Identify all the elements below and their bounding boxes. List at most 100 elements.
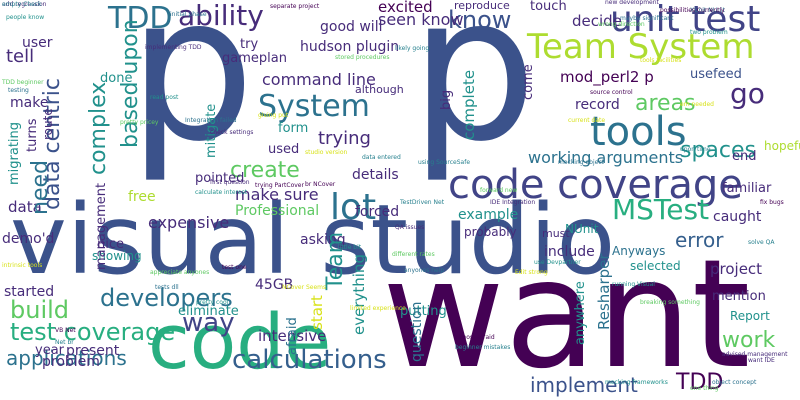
small-word: XUnit NUnit	[690, 7, 725, 14]
small-word: forward new	[480, 187, 518, 194]
word-mstest: MSTest	[612, 193, 710, 226]
word-trying: trying	[318, 128, 371, 149]
word-user: user	[22, 35, 53, 51]
word-year: year	[35, 343, 65, 358]
word-must: must	[542, 227, 570, 240]
word-anywhere: anywhere	[573, 281, 588, 345]
small-word: new development	[605, 0, 659, 6]
word-go: go	[730, 77, 765, 110]
word-anyways: Anyways	[612, 244, 666, 258]
word-tell: tell	[6, 46, 35, 67]
word-decide: decide	[572, 12, 622, 30]
word-professional: Professional	[235, 203, 320, 219]
word-selected: selected	[630, 259, 681, 273]
small-word: separate project	[270, 3, 320, 10]
word-example: example	[458, 207, 519, 223]
small-word: tools facilities	[640, 57, 682, 64]
small-word: add regression	[2, 1, 47, 8]
small-word: source control	[590, 89, 633, 96]
small-word: check settings	[210, 129, 254, 136]
small-word: VB Net	[55, 327, 76, 334]
small-word: stored procedures	[335, 54, 390, 61]
word-based-upon: based upon	[118, 19, 143, 148]
word-eliminate: eliminate	[178, 304, 239, 319]
word-asking: asking	[300, 232, 346, 248]
word-developers: developers	[100, 284, 233, 312]
word-build: build	[10, 296, 70, 324]
word-free: free	[128, 189, 156, 205]
word-try: try	[240, 37, 259, 52]
small-word: implementing TDD	[145, 44, 202, 51]
small-word: running Visual	[612, 281, 655, 288]
word-calculations: calculations	[232, 345, 387, 375]
word-tdd: TDD	[108, 1, 173, 36]
word-know: know	[448, 6, 512, 34]
word-areas: areas	[635, 91, 696, 116]
small-word: Edit strong	[515, 269, 548, 276]
word-project: project	[710, 260, 763, 278]
small-word: initial phase	[170, 11, 207, 18]
small-word: limited experience	[350, 305, 406, 312]
small-word: test one	[222, 264, 247, 271]
small-word: mocking object	[558, 159, 604, 166]
word-spaces: spaces	[680, 138, 757, 163]
word-mod-perl: mod_perl2 p	[560, 68, 654, 86]
small-word: people know	[6, 14, 45, 21]
small-word: intrinsic tools	[2, 262, 43, 269]
word-team-system: Team System	[527, 27, 755, 67]
small-word: trying PartCover	[255, 182, 304, 189]
word-error: error	[675, 228, 724, 252]
small-word: want IDE	[748, 357, 775, 364]
small-word: maybe significant	[620, 15, 674, 22]
small-word: Net br	[55, 339, 74, 346]
word-include: include	[544, 244, 595, 260]
word-ability: ability	[178, 0, 264, 32]
word-good-will: good will	[320, 19, 383, 35]
word-want: want	[382, 228, 751, 400]
word-system: System	[258, 89, 370, 124]
small-word: Integration failed	[185, 117, 237, 124]
word-p: p	[128, 0, 255, 186]
word-started: started	[4, 284, 55, 300]
word-complex: complex	[86, 81, 111, 175]
word-caught: caught	[713, 209, 762, 225]
word-nice: nice	[97, 237, 124, 252]
small-word: testing	[8, 87, 29, 94]
word-create: create	[230, 158, 300, 183]
small-word: upon time	[680, 146, 711, 153]
word-visual-studio: visual studio	[10, 184, 616, 296]
word-forced: forced	[355, 204, 400, 220]
word-need: need	[28, 160, 53, 215]
word-45gb: 45GB	[255, 277, 294, 293]
small-word: object concept	[712, 379, 757, 386]
small-word: likely going	[395, 45, 430, 52]
small-word: NCover Seems	[282, 284, 327, 291]
word-present: present	[66, 343, 120, 359]
small-word: giving put	[258, 112, 289, 119]
word-make-sure: make sure	[235, 185, 319, 204]
word-familiar: familiar	[722, 181, 772, 196]
word-data: data	[8, 198, 42, 216]
small-word: anyones help	[404, 267, 445, 274]
word-gameplan: gameplan	[222, 51, 287, 66]
small-word: pretty pricey	[120, 119, 159, 126]
word-seen-know: seen know	[378, 10, 464, 29]
small-word: little bit	[338, 244, 362, 251]
small-word: one thing	[690, 385, 719, 392]
small-word: almost afraid	[455, 334, 495, 341]
small-word: data entered	[362, 154, 401, 161]
word-big: big	[439, 89, 454, 110]
word-excited: excited	[378, 0, 433, 16]
small-word: mocking frameworks	[605, 379, 668, 386]
word-route: route	[41, 108, 55, 140]
word-done: done	[100, 71, 133, 86]
word-form: form	[278, 121, 309, 136]
word-question: question	[409, 301, 425, 362]
word-although: although	[355, 83, 404, 96]
word-management: management	[94, 182, 109, 270]
small-word: IDE Integration	[490, 199, 536, 206]
small-word: first question	[210, 179, 250, 186]
word-expensive: expensive	[148, 213, 230, 232]
word-touch: touch	[530, 0, 567, 14]
